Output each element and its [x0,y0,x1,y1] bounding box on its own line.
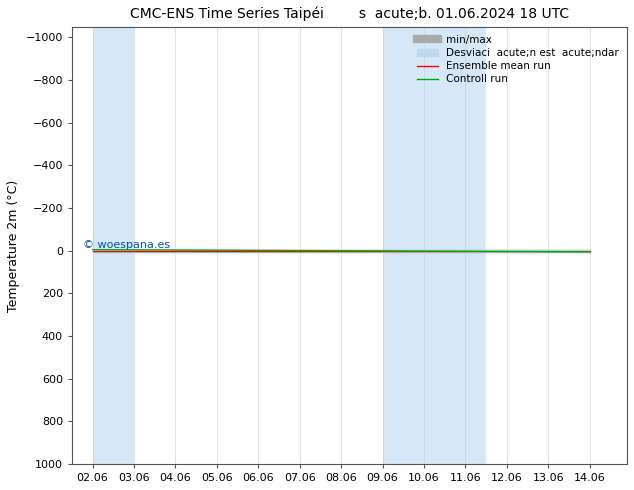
Text: © woespana.es: © woespana.es [83,240,170,250]
Bar [93,27,134,464]
Title: CMC-ENS Time Series Taipéi        s  acute;b. 01.06.2024 18 UTC: CMC-ENS Time Series Taipéi s acute;b. 01… [130,7,569,22]
Bar [631,27,634,464]
Y-axis label: Temperature 2m (°C): Temperature 2m (°C) [7,179,20,312]
Bar [383,27,486,464]
Legend: min/max, Desviaci  acute;n est  acute;ndar, Ensemble mean run, Controll run: min/max, Desviaci acute;n est acute;ndar… [413,32,622,88]
